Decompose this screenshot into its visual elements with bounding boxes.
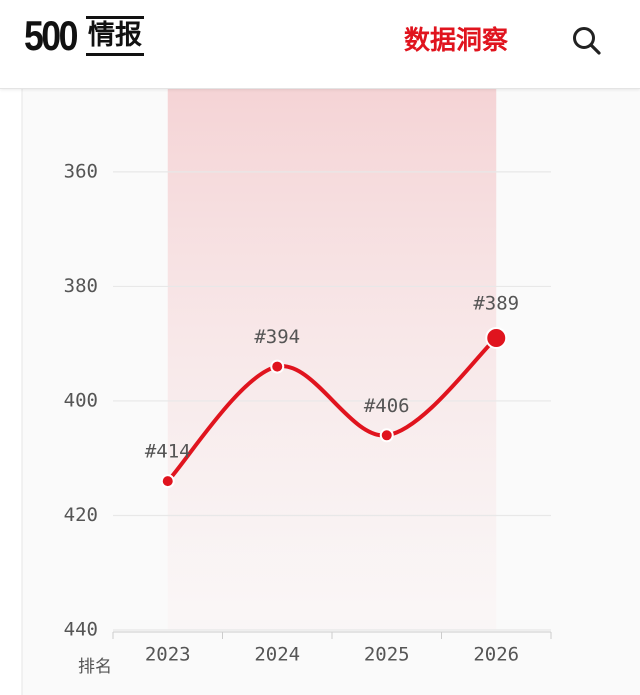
x-tick-label: 2023 — [145, 644, 191, 666]
y-tick-label: 400 — [64, 389, 98, 411]
line — [165, 335, 499, 484]
y-tick-label: 440 — [64, 619, 98, 641]
value-label: #394 — [254, 326, 300, 348]
logo-number[interactable]: 500 — [24, 12, 78, 59]
value-label: #389 — [473, 292, 519, 314]
y-tick-label: 360 — [64, 160, 98, 182]
y-tick-label: 420 — [64, 504, 98, 526]
header: 500 情报 数据洞察 — [0, 0, 640, 89]
x-tick-label: 2026 — [473, 644, 519, 666]
x-tick-label: 2024 — [254, 644, 300, 666]
nav-link[interactable]: 数据洞察 — [404, 26, 509, 56]
point — [485, 326, 508, 349]
logo-text[interactable]: 情报 — [86, 16, 144, 56]
value-label: #406 — [364, 395, 410, 417]
point — [160, 474, 175, 489]
y-axis-label: 排名 — [78, 657, 112, 677]
search-icon[interactable] — [570, 24, 604, 58]
y-tick-label: 380 — [64, 275, 98, 297]
value-label: #414 — [145, 441, 191, 463]
point — [270, 359, 285, 374]
x-tick-label: 2025 — [364, 644, 410, 666]
highlight-band — [167, 86, 497, 630]
point — [379, 428, 394, 443]
